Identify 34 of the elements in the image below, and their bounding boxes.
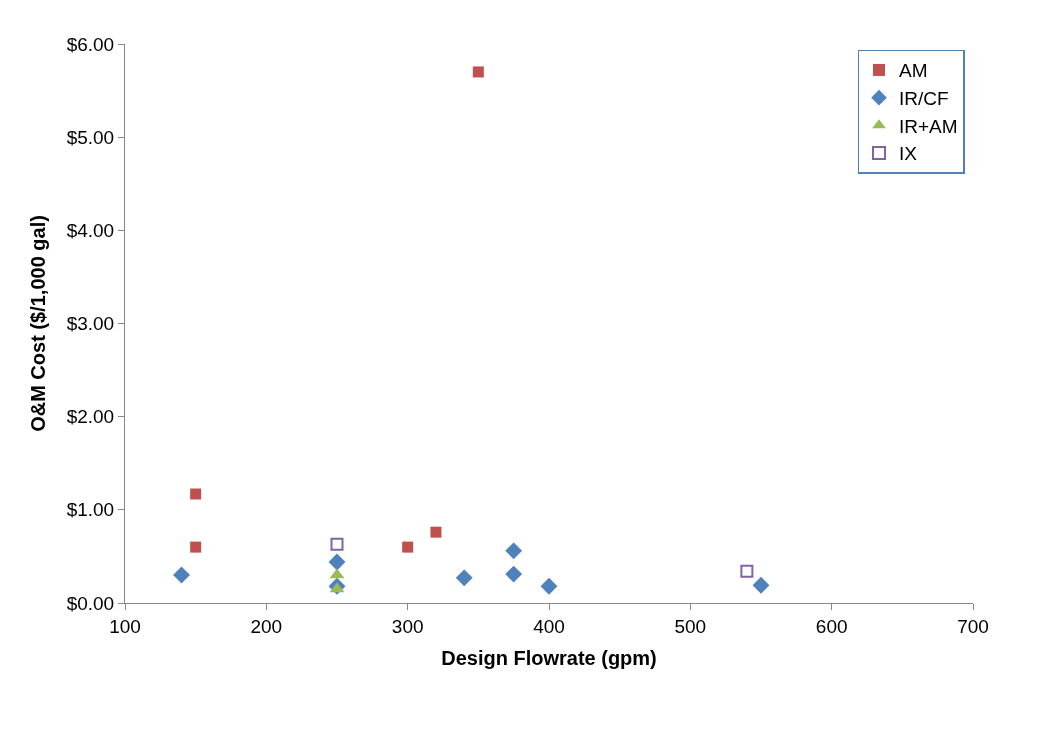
x-tick-label: 100 — [109, 615, 141, 637]
point — [328, 553, 346, 571]
point — [455, 569, 473, 587]
x-tick-label: 700 — [957, 615, 989, 637]
point — [740, 564, 754, 578]
legend-label: AM — [899, 60, 928, 82]
y-tick-label: $4.00 — [66, 219, 115, 241]
x-tick-label: 200 — [250, 615, 283, 637]
point — [402, 541, 414, 553]
legend-label: IX — [899, 143, 918, 165]
y-tick-label: $2.00 — [66, 406, 115, 428]
point — [472, 66, 484, 78]
legend-label: IR+AM — [899, 115, 958, 137]
point — [505, 565, 523, 583]
y-axis-title: O&M Cost ($/1,000 gal) — [27, 215, 50, 432]
x-tick-label: 500 — [674, 615, 707, 637]
legend-label: IR/CF — [899, 88, 949, 110]
point — [173, 566, 190, 584]
x-tick-label: 600 — [815, 615, 848, 637]
x-tick-label: 300 — [391, 615, 424, 637]
point — [190, 541, 202, 553]
y-tick-label: $1.00 — [66, 499, 115, 521]
point — [330, 537, 344, 551]
point — [430, 526, 442, 538]
y-tick-label: $0.00 — [66, 592, 115, 614]
point — [752, 576, 770, 594]
y-tick-label: $6.00 — [66, 33, 115, 55]
point — [190, 488, 202, 500]
point — [540, 577, 558, 595]
x-axis-title: Design Flowrate (gpm) — [441, 647, 657, 670]
y-tick-label: $5.00 — [66, 126, 115, 148]
y-tick-label: $3.00 — [66, 313, 115, 335]
x-tick-label: 400 — [533, 615, 565, 637]
point — [505, 542, 523, 560]
